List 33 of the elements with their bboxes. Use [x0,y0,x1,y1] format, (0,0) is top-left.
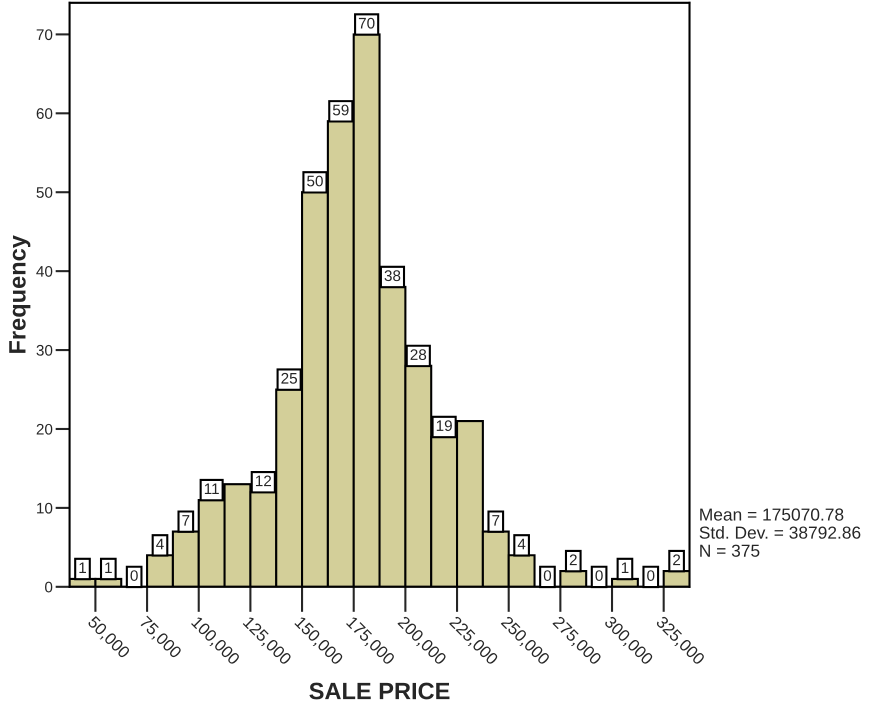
data-label: 1 [79,562,86,573]
y-tick-label: 60 [36,108,52,119]
data-label: 0 [595,570,603,582]
y-tick-label: 10 [37,502,52,514]
data-label: 25 [281,372,297,384]
data-label: 70 [358,18,375,29]
data-label: 0 [544,570,552,582]
x-axis-title: SALE PRICE [309,682,450,700]
data-label: 19 [436,420,452,432]
data-label: 28 [410,349,426,360]
y-tick-label: 70 [36,29,52,40]
y-tick-label: 20 [36,424,52,435]
text: Mean = 175070.78 Std. Dev. = 38792.86 N = 375 [700,508,860,557]
data-label: 0 [647,570,654,582]
data-label: 7 [182,515,190,526]
y-tick-label: 0 [45,582,52,592]
data-label: 1 [105,562,112,573]
data-label: 2 [673,554,680,566]
data-label: 4 [156,538,164,550]
data-label: 4 [518,538,526,550]
data-label: 0 [130,570,138,582]
data-label: 12 [256,475,272,486]
y-tick-label: 40 [36,266,52,277]
y-tick-label: 50 [36,187,52,198]
data-label: 11 [204,484,219,494]
data-label: 1 [622,562,628,573]
y-axis-title: Frequency [9,235,30,353]
data-label: 38 [384,270,400,282]
data-label: 59 [332,104,349,116]
data-label: 7 [492,515,500,526]
y-tick-label: 30 [36,344,52,356]
data-label: 2 [570,554,577,566]
data-label: 50 [307,176,323,186]
